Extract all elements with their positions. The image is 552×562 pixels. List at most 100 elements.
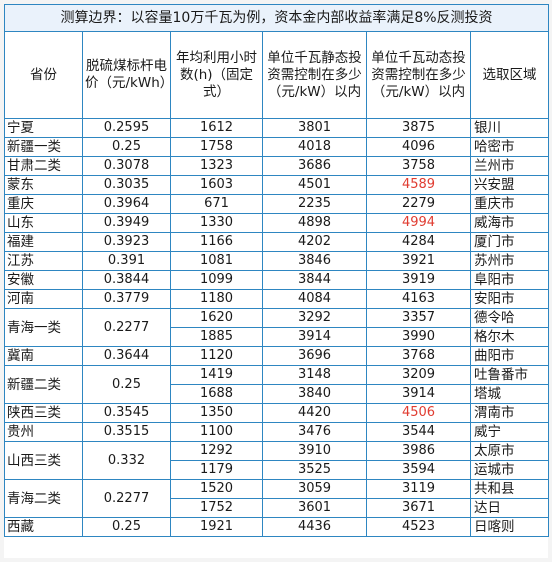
investment-table: 测算边界：以容量10万千瓦为例，资本金内部收益率满足8%反测投资 省份 脱硫煤标… <box>3 4 550 537</box>
dynamic-investment-cell: 4523 <box>366 517 471 537</box>
table-row: 重庆 0.3964 671 2235 2279 重庆市 <box>4 194 550 214</box>
coal-price-cell: 0.3078 <box>82 156 171 176</box>
table-row: 1179 3525 3594 运城市 <box>5 460 550 480</box>
coal-price-cell: 0.2595 <box>82 118 171 138</box>
dynamic-investment-cell: 4096 <box>366 137 471 157</box>
hours-cell: 1180 <box>170 289 263 309</box>
table-body: 宁夏 0.2595 1612 3801 3875 银川 新疆一类 0.25 1758 4018 40… <box>4 118 550 537</box>
table-row: 冀南 0.3644 1120 3696 3768 曲阳市 <box>4 346 550 366</box>
coal-price-cell: 0.3515 <box>82 422 171 442</box>
static-investment-cell: 3059 <box>262 479 367 499</box>
hours-cell: 1292 <box>170 441 263 461</box>
province-cell: 新疆一类 <box>4 137 83 157</box>
hours-cell: 1179 <box>170 460 263 480</box>
dynamic-investment-cell: 2279 <box>366 194 471 214</box>
static-investment-cell: 3476 <box>262 422 367 442</box>
hours-cell: 1330 <box>170 213 263 233</box>
static-investment-cell: 4018 <box>262 137 367 157</box>
coal-price-cell: 0.3964 <box>82 194 171 214</box>
hours-cell: 1323 <box>170 156 263 176</box>
static-investment-cell: 3686 <box>262 156 367 176</box>
province-cell: 河南 <box>4 289 83 309</box>
table-row: 甘肃二类 0.3078 1323 3686 3758 兰州市 <box>4 156 550 176</box>
static-investment-cell: 3844 <box>262 270 367 290</box>
region-cell: 阜阳市 <box>469 270 550 290</box>
province-cell: 青海一类 <box>4 308 83 347</box>
coal-price-cell: 0.3844 <box>82 270 171 290</box>
region-cell: 运城市 <box>469 460 550 480</box>
province-cell: 山西三类 <box>4 441 83 480</box>
header-coal-price: 脱硫煤标杆电价（元/kWh） <box>82 31 171 119</box>
province-cell: 贵州 <box>4 422 83 442</box>
table-row: 山西三类 0.332 1292 3910 3986 太原市 <box>4 441 550 480</box>
province-cell: 西藏 <box>4 517 83 537</box>
coal-price-cell: 0.3035 <box>82 175 171 195</box>
dynamic-investment-cell: 3671 <box>366 498 471 518</box>
static-investment-cell: 2235 <box>262 194 367 214</box>
region-cell: 日喀则 <box>469 517 550 537</box>
table-row: 安徽 0.3844 1099 3844 3919 阜阳市 <box>4 270 550 290</box>
dynamic-investment-cell: 3768 <box>366 346 471 366</box>
dynamic-investment-cell: 3119 <box>366 479 471 499</box>
region-cell: 兰州市 <box>469 156 550 176</box>
coal-price-cell: 0.332 <box>82 441 171 480</box>
coal-price-cell: 0.3779 <box>82 289 171 309</box>
hours-cell: 1752 <box>170 498 263 518</box>
table-row: 山东 0.3949 1330 4898 4994 威海市 <box>4 213 550 233</box>
coal-price-cell: 0.25 <box>82 137 171 157</box>
coal-price-cell: 0.25 <box>82 365 171 404</box>
region-cell: 苏州市 <box>469 251 550 271</box>
static-investment-cell: 3840 <box>262 384 367 404</box>
static-investment-cell: 3801 <box>262 118 367 138</box>
province-cell: 冀南 <box>4 346 83 366</box>
coal-price-cell: 0.25 <box>82 517 171 537</box>
header-dynamic-investment: 单位千瓦动态投资需控制在多少（元/kW）以内 <box>366 31 471 119</box>
header-hours: 年均利用小时数(h)（固定式） <box>170 31 263 119</box>
coal-price-cell: 0.3923 <box>82 232 171 252</box>
hours-cell: 1520 <box>170 479 263 499</box>
dynamic-investment-cell: 4589 <box>366 175 471 195</box>
static-investment-cell: 4420 <box>262 403 367 423</box>
region-cell: 厦门市 <box>469 232 550 252</box>
static-investment-cell: 3846 <box>262 251 367 271</box>
static-investment-cell: 3292 <box>262 308 367 328</box>
coal-price-cell: 0.3949 <box>82 213 171 233</box>
table-row: 西藏 0.25 1921 4436 4523 日喀则 <box>4 517 550 537</box>
hours-cell: 1350 <box>170 403 263 423</box>
province-cell: 新疆二类 <box>4 365 83 404</box>
dynamic-investment-cell: 3357 <box>366 308 471 328</box>
dynamic-investment-cell: 3594 <box>366 460 471 480</box>
hours-cell: 1688 <box>170 384 263 404</box>
dynamic-investment-cell: 3921 <box>366 251 471 271</box>
hours-cell: 1120 <box>170 346 263 366</box>
static-investment-cell: 3525 <box>262 460 367 480</box>
hours-cell: 1885 <box>170 327 263 347</box>
table-row: 陕西三类 0.3545 1350 4420 4506 渭南市 <box>4 403 550 423</box>
coal-price-cell: 0.391 <box>82 251 171 271</box>
table-row: 蒙东 0.3035 1603 4501 4589 兴安盟 <box>4 175 550 195</box>
region-cell: 吐鲁番市 <box>469 365 550 385</box>
region-cell: 塔城 <box>469 384 550 404</box>
dynamic-investment-cell: 3986 <box>366 441 471 461</box>
hours-cell: 1100 <box>170 422 263 442</box>
region-cell: 安阳市 <box>469 289 550 309</box>
static-investment-cell: 4202 <box>262 232 367 252</box>
region-cell: 兴安盟 <box>469 175 550 195</box>
region-cell: 哈密市 <box>469 137 550 157</box>
static-investment-cell: 4898 <box>262 213 367 233</box>
static-investment-cell: 3914 <box>262 327 367 347</box>
hours-cell: 1419 <box>170 365 263 385</box>
table-row: 贵州 0.3515 1100 3476 3544 威宁 <box>4 422 550 442</box>
static-investment-cell: 4084 <box>262 289 367 309</box>
hours-cell: 1603 <box>170 175 263 195</box>
region-cell: 太原市 <box>469 441 550 461</box>
table-row: 河南 0.3779 1180 4084 4163 安阳市 <box>4 289 550 309</box>
dynamic-investment-cell: 3919 <box>366 270 471 290</box>
region-cell: 德令哈 <box>469 308 550 328</box>
hours-cell: 1620 <box>170 308 263 328</box>
province-cell: 青海二类 <box>4 479 83 518</box>
dynamic-investment-cell: 3914 <box>366 384 471 404</box>
header-province: 省份 <box>4 31 83 119</box>
hours-cell: 1921 <box>170 517 263 537</box>
province-cell: 宁夏 <box>4 118 83 138</box>
